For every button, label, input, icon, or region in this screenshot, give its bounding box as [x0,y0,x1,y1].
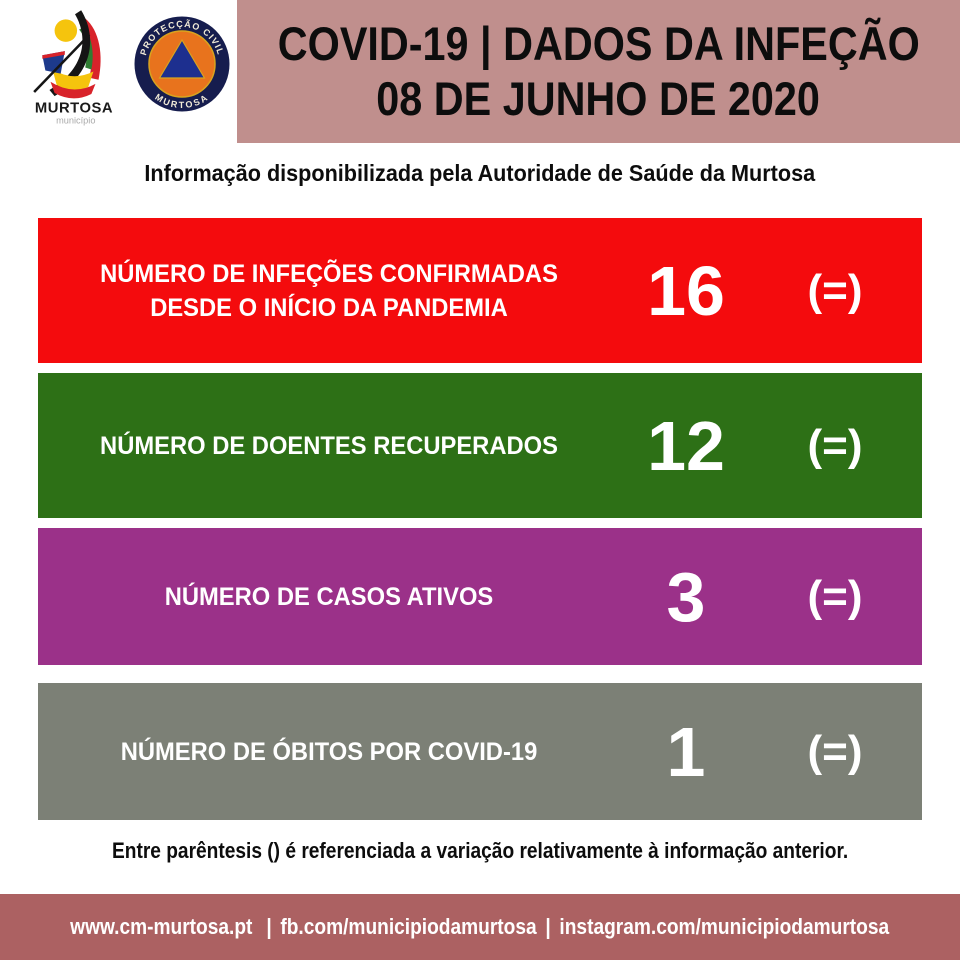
website-link[interactable]: www.cm-murtosa.pt [70,914,253,939]
stat-row-confirmed-infections: NÚMERO DE INFEÇÕES CONFIRMADAS DESDE O I… [38,218,922,363]
footer-links: www.cm-murtosa.pt | fb.com/municipiodamu… [71,914,890,940]
stat-label-line1: NÚMERO DE CASOS ATIVOS [164,582,494,611]
stat-label: NÚMERO DE ÓBITOS POR COVID-19 [75,735,582,769]
stat-value: 1 [666,712,706,791]
header-logos: MURTOSA município PROTECÇÃO CIVIL MURTOS… [28,10,232,128]
stat-row-recovered-patients: NÚMERO DE DOENTES RECUPERADOS 12 (=) [38,373,922,518]
facebook-link[interactable]: fb.com/municipiodamurtosa [280,914,538,939]
stat-label: NÚMERO DE INFEÇÕES CONFIRMADAS DESDE O I… [75,257,582,325]
stat-value: 12 [647,406,725,485]
stat-row-covid-deaths: NÚMERO DE ÓBITOS POR COVID-19 1 (=) [38,683,922,820]
murtosa-municipality-logo: MURTOSA município [33,10,113,126]
subtitle-text: Informação disponibilizada pela Autorida… [144,160,816,186]
stat-variation: (=) [807,265,863,315]
murtosa-logo-wordmark: MURTOSA [35,100,113,116]
header-title-band: COVID-19 | DADOS DA INFEÇÃO 08 DE JUNHO … [237,0,960,143]
stat-value: 3 [666,557,706,636]
instagram-link[interactable]: instagram.com/municipiodamurtosa [559,914,890,939]
stat-label-line1: NÚMERO DE ÓBITOS POR COVID-19 [120,737,538,766]
subtitle-row: Informação disponibilizada pela Autorida… [0,160,960,187]
page-title-line2: 08 DE JUNHO DE 2020 [376,71,821,125]
stat-variation: (=) [807,571,863,621]
footer-separator: | [266,914,273,939]
proteccao-civil-murtosa-logo: PROTECÇÃO CIVIL MURTOSA [134,16,230,112]
stats-list: NÚMERO DE INFEÇÕES CONFIRMADAS DESDE O I… [38,218,922,820]
murtosa-logo-subtitle: município [56,116,95,126]
footnote-row: Entre parêntesis () é referenciada a var… [0,838,960,864]
stat-label: NÚMERO DE CASOS ATIVOS [75,580,582,614]
stat-row-active-cases: NÚMERO DE CASOS ATIVOS 3 (=) [38,528,922,665]
stat-label-line2: DESDE O INÍCIO DA PANDEMIA [150,293,508,322]
stat-value: 16 [647,251,725,330]
stat-variation: (=) [807,420,863,470]
stat-label: NÚMERO DE DOENTES RECUPERADOS [75,429,582,463]
footer-separator: | [545,914,552,939]
footer-bar: www.cm-murtosa.pt | fb.com/municipiodamu… [0,894,960,960]
stat-variation: (=) [807,726,863,776]
stat-label-line1: NÚMERO DE DOENTES RECUPERADOS [100,431,558,460]
footnote-text: Entre parêntesis () é referenciada a var… [111,838,849,863]
stat-label-line1: NÚMERO DE INFEÇÕES CONFIRMADAS [100,259,558,288]
page-title-line1: COVID-19 | DADOS DA INFEÇÃO [277,16,920,70]
